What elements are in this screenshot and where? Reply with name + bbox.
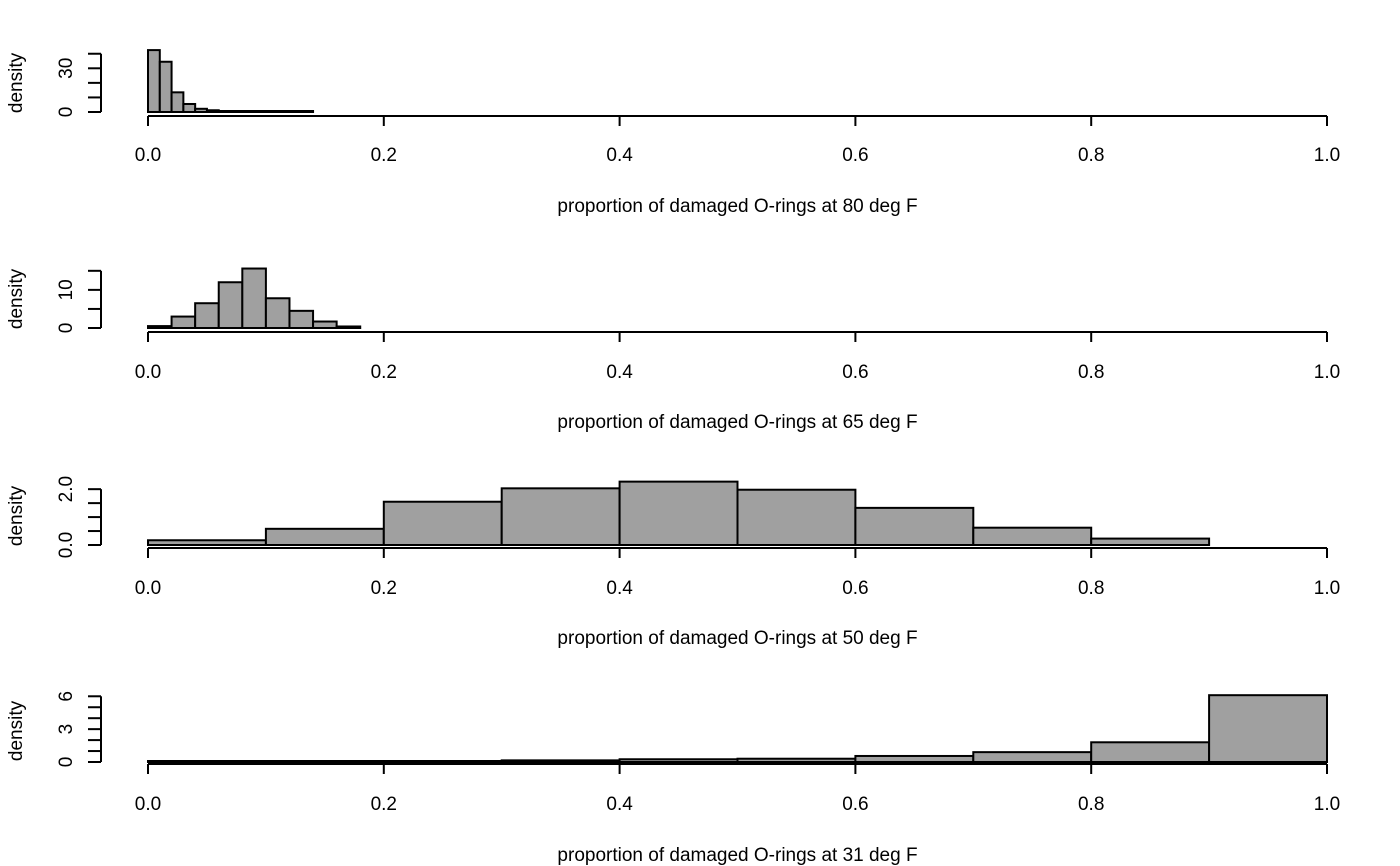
x-tick-label: 0.4 xyxy=(606,362,633,383)
histogram-bar xyxy=(182,102,197,113)
x-axis-label: proportion of damaged O-rings at 31 deg … xyxy=(557,845,917,866)
histogram-bar xyxy=(229,110,244,113)
y-tick-label: 30 xyxy=(56,58,77,79)
histogram-bar xyxy=(618,480,739,547)
histogram-bar xyxy=(170,91,185,114)
histogram-bar xyxy=(253,110,267,113)
histogram-bar xyxy=(618,758,739,763)
histogram-bar xyxy=(382,760,503,763)
histogram-bar xyxy=(158,60,173,113)
x-tick-label: 0.2 xyxy=(371,794,397,815)
histogram-bar xyxy=(264,110,279,113)
histogram-bar xyxy=(217,110,232,113)
y-axis-label: density xyxy=(6,700,27,761)
y-tick-label: 0.0 xyxy=(56,532,77,558)
x-tick-label: 0.8 xyxy=(1078,362,1104,383)
histogram-bar xyxy=(736,757,857,764)
histogram-bar xyxy=(241,110,256,113)
y-tick-label: 0 xyxy=(56,107,77,118)
x-tick-label: 1.0 xyxy=(1314,145,1340,166)
x-tick-label: 0.4 xyxy=(606,578,633,599)
histogram-bar xyxy=(500,487,621,546)
x-tick-label: 0.6 xyxy=(842,145,868,166)
histogram-bar xyxy=(170,315,197,329)
histogram-bar xyxy=(312,320,338,329)
histogram-bar xyxy=(1090,537,1211,546)
x-tick-label: 0.0 xyxy=(135,362,161,383)
histogram-bar xyxy=(736,488,857,547)
histogram-bar xyxy=(300,110,315,113)
x-tick-label: 1.0 xyxy=(1314,794,1340,815)
histogram-bar xyxy=(147,539,267,546)
x-tick-label: 0.0 xyxy=(135,145,161,166)
x-tick-label: 0.2 xyxy=(371,578,397,599)
x-tick-label: 1.0 xyxy=(1314,578,1340,599)
histogram-bar xyxy=(972,526,1093,546)
histogram-bar xyxy=(382,500,503,546)
y-axis-label: density xyxy=(6,485,27,546)
histogram-bar xyxy=(972,751,1093,764)
x-tick-label: 0.6 xyxy=(842,362,868,383)
histogram-bar xyxy=(241,267,267,329)
x-axis-label: proportion of damaged O-rings at 80 deg … xyxy=(557,196,917,217)
y-tick-label: 10 xyxy=(56,279,77,300)
x-tick-label: 0.0 xyxy=(135,794,161,815)
histogram-bar xyxy=(264,760,385,763)
histogram-bar xyxy=(264,297,291,330)
x-tick-label: 0.4 xyxy=(606,794,633,815)
histogram-bar xyxy=(147,325,173,329)
x-tick-label: 0.2 xyxy=(371,145,397,166)
histogram-bar xyxy=(288,309,315,329)
x-tick-label: 0.6 xyxy=(842,794,868,815)
x-axis-label: proportion of damaged O-rings at 50 deg … xyxy=(557,628,917,649)
x-tick-label: 1.0 xyxy=(1314,362,1340,383)
x-axis-label: proportion of damaged O-rings at 65 deg … xyxy=(557,412,917,433)
histogram-bar xyxy=(194,107,208,114)
histogram-bar xyxy=(335,325,362,330)
x-tick-label: 0.6 xyxy=(842,578,868,599)
x-tick-label: 0.0 xyxy=(135,578,161,599)
histogram-bar xyxy=(217,281,244,329)
histogram-bar xyxy=(205,109,220,114)
y-axis-label: density xyxy=(6,268,27,329)
histogram-bar xyxy=(147,49,161,113)
x-tick-label: 0.4 xyxy=(606,145,633,166)
x-tick-label: 0.8 xyxy=(1078,578,1104,599)
histogram-bar xyxy=(276,110,291,113)
histogram-bar xyxy=(854,754,975,764)
x-tick-label: 0.2 xyxy=(371,362,397,383)
y-tick-label: 0 xyxy=(56,323,77,334)
y-tick-label: 0 xyxy=(56,757,77,768)
histogram-bar xyxy=(194,302,220,329)
x-tick-label: 0.8 xyxy=(1078,794,1104,815)
histogram-bar xyxy=(1208,694,1328,764)
y-tick-label: 6 xyxy=(56,691,77,702)
y-axis-label: density xyxy=(6,52,27,113)
histogram-bar xyxy=(500,759,621,763)
histogram-bar xyxy=(264,527,385,547)
histogram-bar xyxy=(288,110,303,113)
y-tick-label: 3 xyxy=(56,724,77,735)
histogram-bar xyxy=(854,506,975,546)
x-tick-label: 0.8 xyxy=(1078,145,1104,166)
y-tick-label: 2.0 xyxy=(56,476,77,502)
histogram-bar xyxy=(1090,741,1211,763)
histogram-bar xyxy=(147,760,267,763)
